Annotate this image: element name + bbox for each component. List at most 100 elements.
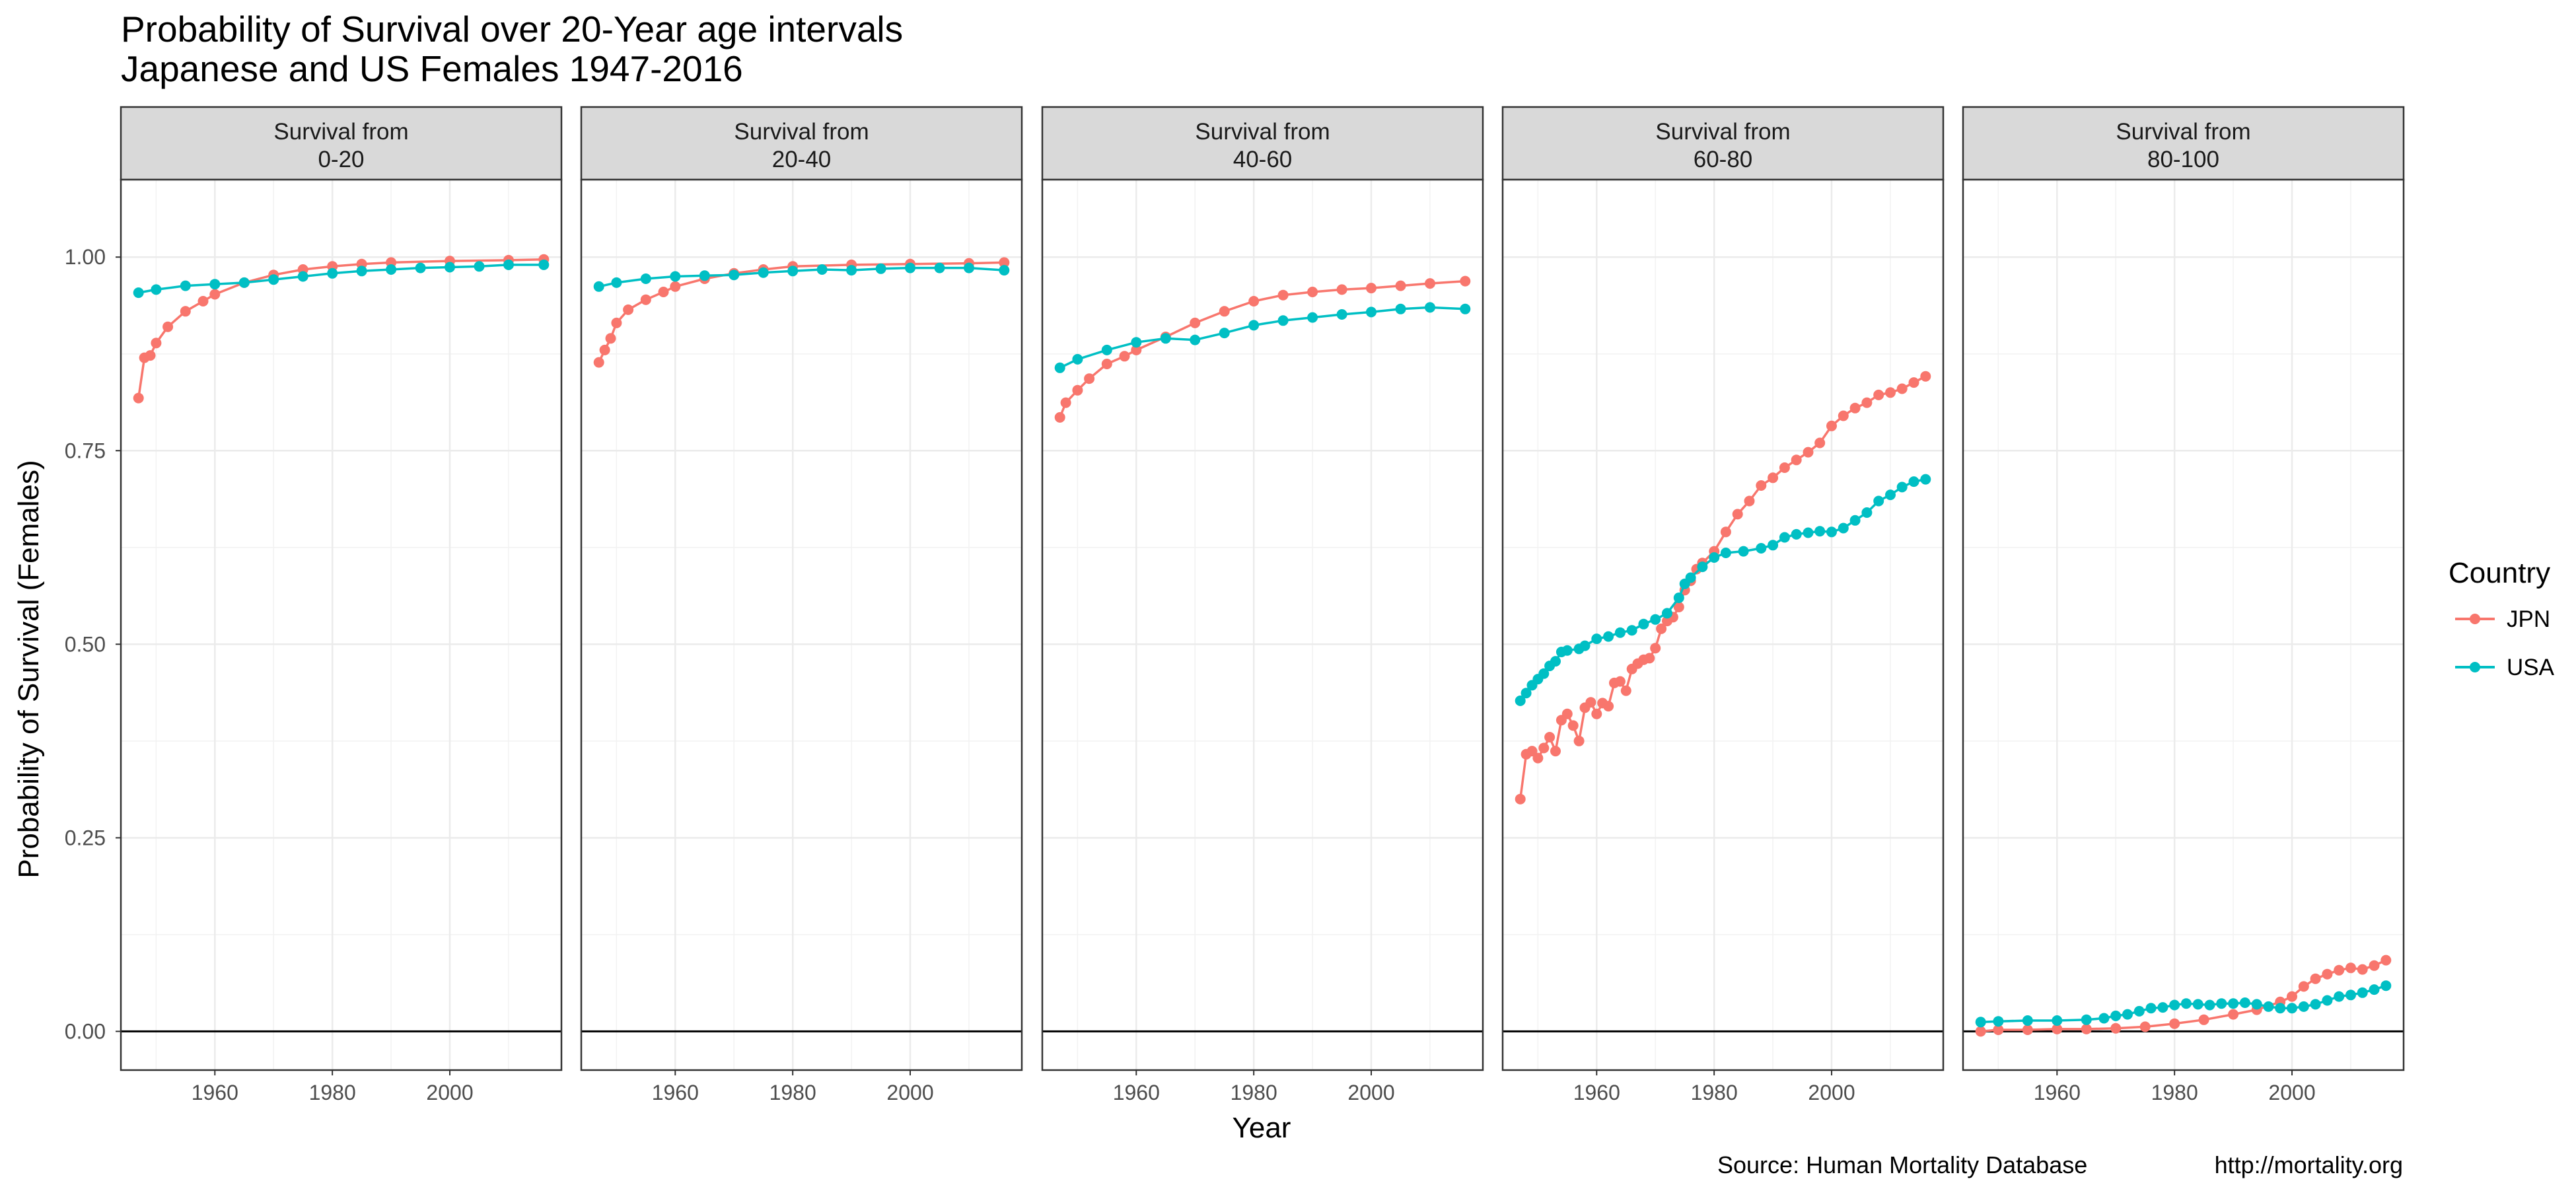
facet-strip-label-line2: 40-60 bbox=[1233, 147, 1293, 172]
data-point-jpn bbox=[162, 321, 174, 332]
data-point-usa bbox=[2345, 990, 2356, 1001]
data-point-jpn bbox=[1885, 387, 1896, 398]
panel-border bbox=[1041, 178, 1484, 1071]
data-point-usa bbox=[2263, 1001, 2274, 1012]
data-point-jpn bbox=[2369, 960, 2380, 971]
data-point-jpn bbox=[1656, 623, 1667, 634]
data-point-usa bbox=[1697, 561, 1708, 573]
data-point-usa bbox=[1779, 532, 1790, 543]
data-point-jpn bbox=[593, 357, 604, 368]
data-point-jpn bbox=[2298, 981, 2309, 992]
data-point-usa bbox=[1814, 526, 1826, 537]
facet-strip-label-line2: 20-40 bbox=[772, 147, 832, 172]
data-point-usa bbox=[1336, 309, 1347, 320]
data-point-usa bbox=[964, 262, 974, 273]
data-point-usa bbox=[538, 259, 550, 270]
data-point-usa bbox=[2052, 1015, 2063, 1026]
data-point-jpn bbox=[1119, 351, 1130, 362]
data-point-usa bbox=[1791, 528, 1802, 540]
data-point-usa bbox=[356, 266, 367, 277]
panel-border bbox=[1501, 178, 1945, 1071]
data-point-usa bbox=[1638, 618, 1649, 630]
data-point-usa bbox=[2192, 999, 2203, 1010]
data-point-jpn bbox=[197, 296, 209, 306]
data-point-jpn bbox=[1838, 410, 1849, 421]
data-point-jpn bbox=[1791, 454, 1802, 466]
data-point-usa bbox=[1366, 306, 1377, 318]
data-point-jpn bbox=[2380, 955, 2392, 966]
y-axis-title: Probability of Survival (Females) bbox=[13, 460, 45, 878]
data-point-usa bbox=[875, 263, 886, 274]
data-point-usa bbox=[1460, 303, 1471, 314]
data-point-usa bbox=[2169, 999, 2180, 1011]
legend-label-usa: USA bbox=[2507, 655, 2555, 680]
facet-strip-label-line1: Survival from bbox=[1655, 119, 1790, 145]
x-tick-label: 1960 bbox=[1113, 1081, 1160, 1104]
data-point-usa bbox=[787, 266, 799, 277]
facet-strip bbox=[120, 106, 563, 181]
data-point-usa bbox=[2287, 1003, 2297, 1014]
data-point-jpn bbox=[605, 333, 616, 344]
facet-strip-label-line1: Survival from bbox=[1195, 119, 1330, 145]
data-point-usa bbox=[699, 270, 710, 281]
data-point-usa bbox=[415, 262, 426, 273]
data-point-jpn bbox=[999, 257, 1010, 268]
data-point-usa bbox=[2098, 1013, 2110, 1024]
data-point-usa bbox=[640, 273, 651, 284]
facet-strip-label-line1: Survival from bbox=[2116, 119, 2250, 145]
data-point-usa bbox=[209, 279, 221, 290]
x-tick-label: 1980 bbox=[1231, 1081, 1277, 1104]
data-point-usa bbox=[1756, 543, 1767, 554]
data-point-usa bbox=[1160, 333, 1171, 344]
series-jpn bbox=[1054, 275, 1471, 423]
data-point-jpn bbox=[1849, 402, 1861, 414]
data-point-jpn bbox=[1526, 746, 1538, 757]
data-point-jpn bbox=[611, 317, 622, 328]
data-point-usa bbox=[133, 287, 144, 299]
x-tick-label: 1960 bbox=[652, 1081, 699, 1104]
data-point-usa bbox=[2357, 987, 2368, 998]
data-point-jpn bbox=[1550, 746, 1561, 757]
chart-title-line2: Japanese and US Females 1947-2016 bbox=[121, 48, 743, 89]
data-point-jpn bbox=[1908, 377, 1919, 388]
x-tick-label: 2000 bbox=[1808, 1081, 1855, 1104]
y-tick-label: 0.00 bbox=[65, 1019, 106, 1043]
data-point-jpn bbox=[2198, 1014, 2209, 1025]
panel-border bbox=[1962, 178, 2405, 1071]
data-point-usa bbox=[1425, 302, 1435, 313]
data-point-usa bbox=[1908, 476, 1919, 487]
data-point-jpn bbox=[180, 306, 191, 317]
caption-url: http://mortality.org bbox=[2215, 1151, 2403, 1178]
data-point-jpn bbox=[1585, 697, 1596, 708]
data-point-usa bbox=[1673, 593, 1684, 603]
data-point-usa bbox=[1072, 353, 1083, 365]
data-point-jpn bbox=[1190, 317, 1201, 328]
data-point-jpn bbox=[658, 287, 669, 297]
data-point-jpn bbox=[1395, 280, 1406, 291]
data-point-jpn bbox=[1573, 735, 1585, 746]
data-point-jpn bbox=[1614, 676, 1626, 687]
data-point-usa bbox=[2022, 1015, 2033, 1026]
x-tick-label: 1960 bbox=[2034, 1081, 2081, 1104]
data-point-jpn bbox=[1779, 462, 1790, 473]
data-point-usa bbox=[1650, 614, 1661, 625]
data-point-jpn bbox=[1993, 1025, 2004, 1035]
data-point-jpn bbox=[1873, 389, 1884, 400]
data-point-jpn bbox=[1515, 793, 1526, 805]
data-point-usa bbox=[1521, 688, 1532, 699]
x-tick-label: 2000 bbox=[2268, 1081, 2315, 1104]
data-point-jpn bbox=[1538, 742, 1550, 754]
data-point-usa bbox=[593, 281, 604, 292]
data-point-usa bbox=[1190, 334, 1201, 345]
data-point-usa bbox=[151, 284, 162, 295]
data-point-jpn bbox=[2110, 1023, 2122, 1034]
data-point-jpn bbox=[1366, 283, 1377, 294]
data-point-usa bbox=[2081, 1014, 2092, 1025]
data-point-jpn bbox=[1896, 383, 1908, 394]
data-point-usa bbox=[1219, 328, 1230, 339]
data-point-usa bbox=[1720, 548, 1731, 558]
data-point-jpn bbox=[145, 350, 156, 361]
data-point-usa bbox=[2334, 991, 2345, 1002]
data-point-jpn bbox=[670, 281, 681, 292]
